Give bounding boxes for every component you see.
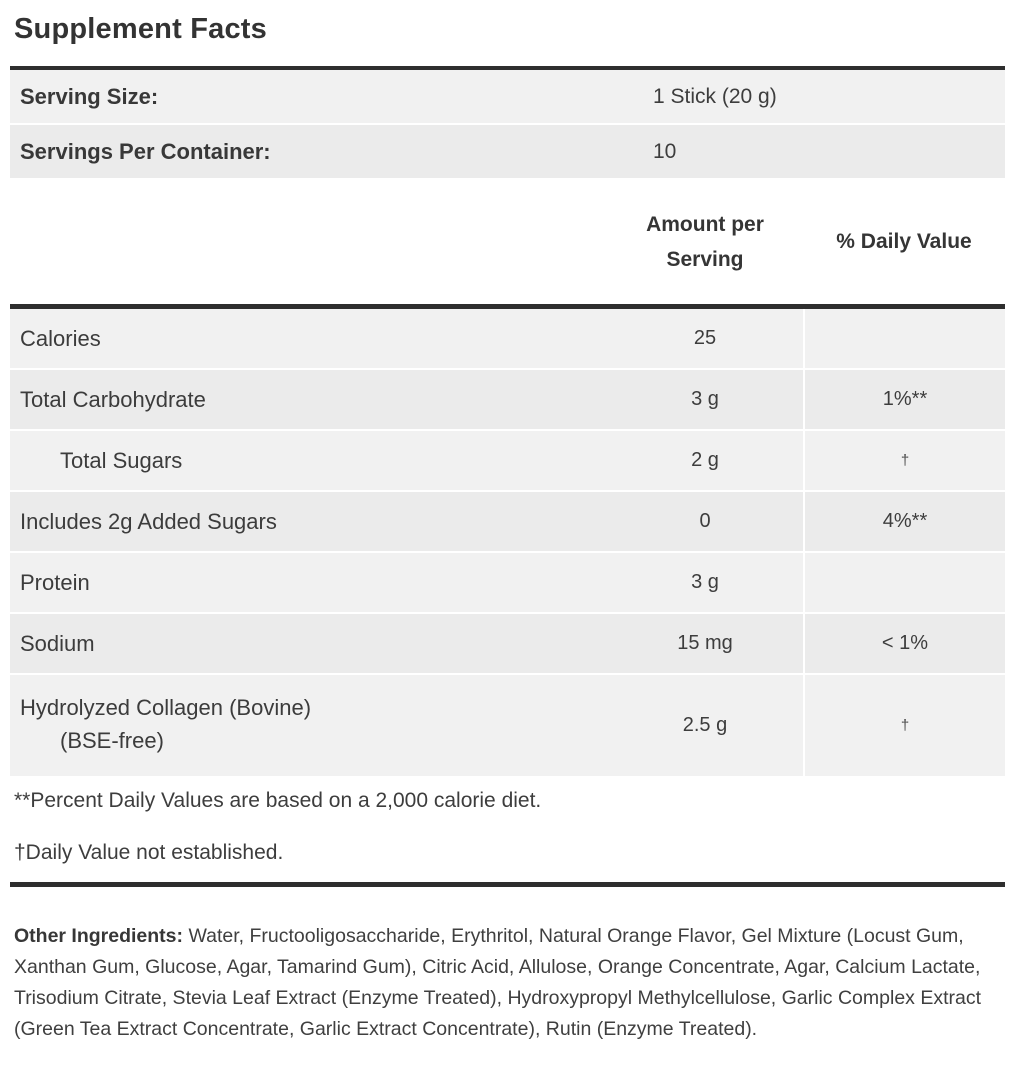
nutrient-name: Total Carbohydrate [20, 386, 206, 412]
nutrient-name-line2: (BSE-free) [60, 727, 164, 753]
nutrient-daily-value [803, 309, 1005, 368]
nutrient-name: Protein [20, 569, 90, 595]
serving-info-table: Serving Size: 1 Stick (20 g) Servings Pe… [10, 66, 1005, 180]
servings-per-container-row: Servings Per Container: 10 [10, 125, 1005, 180]
other-ingredients-label: Other Ingredients: [14, 925, 184, 947]
table-row-added-sugars: Includes 2g Added Sugars 0 4%** [10, 492, 1005, 553]
nutrient-daily-value: 4%** [803, 492, 1005, 551]
nutrient-amount: 25 [693, 327, 717, 349]
other-ingredients-paragraph: Other Ingredients: Water, Fructooligosac… [14, 921, 992, 1045]
nutrient-daily-value: 1%** [803, 370, 1005, 429]
nutrient-amount: 3 g [691, 388, 719, 410]
nutrient-amount: 0 [699, 510, 711, 532]
table-row-total-carbohydrate: Total Carbohydrate 3 g 1%** [10, 370, 1005, 431]
dagger-footnote: †Daily Value not established. [14, 841, 284, 864]
daily-value-header: % Daily Value [836, 230, 972, 253]
nutrient-amount: 2 g [691, 449, 719, 471]
footnotes-section: **Percent Daily Values are based on a 2,… [10, 778, 1005, 887]
amount-per-serving-header: Amount per Serving [646, 213, 764, 271]
supplement-facts-panel: Supplement Facts Serving Size: 1 Stick (… [0, 11, 1015, 1045]
nutrient-daily-value [803, 553, 1005, 612]
table-row-hydrolyzed-collagen: Hydrolyzed Collagen (Bovine) (BSE-free) … [10, 675, 1005, 778]
serving-size-label: Serving Size: [20, 83, 159, 109]
servings-per-container-label: Servings Per Container: [20, 138, 271, 164]
table-row-calories: Calories 25 [10, 309, 1005, 370]
daily-value-footnote: **Percent Daily Values are based on a 2,… [14, 789, 542, 812]
nutrient-amount: 2.5 g [682, 714, 728, 736]
nutrient-name: Hydrolyzed Collagen (Bovine) (BSE-free) [10, 693, 607, 759]
nutrient-name: Calories [20, 325, 101, 351]
nutrient-daily-value: < 1% [803, 614, 1005, 673]
nutrient-amount: 3 g [691, 571, 719, 593]
nutrition-table-body: Calories 25 Total Carbohydrate 3 g 1%** … [10, 309, 1005, 778]
other-ingredients-text: Water, Fructooligosaccharide, Erythritol… [14, 925, 982, 1040]
serving-size-value: 1 Stick (20 g) [653, 84, 777, 108]
nutrient-name: Includes 2g Added Sugars [20, 508, 277, 534]
table-row-protein: Protein 3 g [10, 553, 1005, 614]
nutrient-name: Sodium [20, 630, 95, 656]
nutrition-table-header: Amount per Serving % Daily Value [10, 180, 1005, 309]
page-title: Supplement Facts [14, 13, 267, 45]
nutrient-name: Total Sugars [60, 447, 183, 473]
nutrient-name-line1: Hydrolyzed Collagen (Bovine) [20, 694, 312, 720]
table-row-sodium: Sodium 15 mg < 1% [10, 614, 1005, 675]
nutrient-daily-value: † [803, 675, 1005, 776]
nutrient-daily-value: † [803, 431, 1005, 490]
serving-size-row: Serving Size: 1 Stick (20 g) [10, 70, 1005, 125]
servings-per-container-value: 10 [653, 139, 677, 163]
table-row-total-sugars: Total Sugars 2 g † [10, 431, 1005, 492]
nutrient-amount: 15 mg [677, 632, 733, 654]
